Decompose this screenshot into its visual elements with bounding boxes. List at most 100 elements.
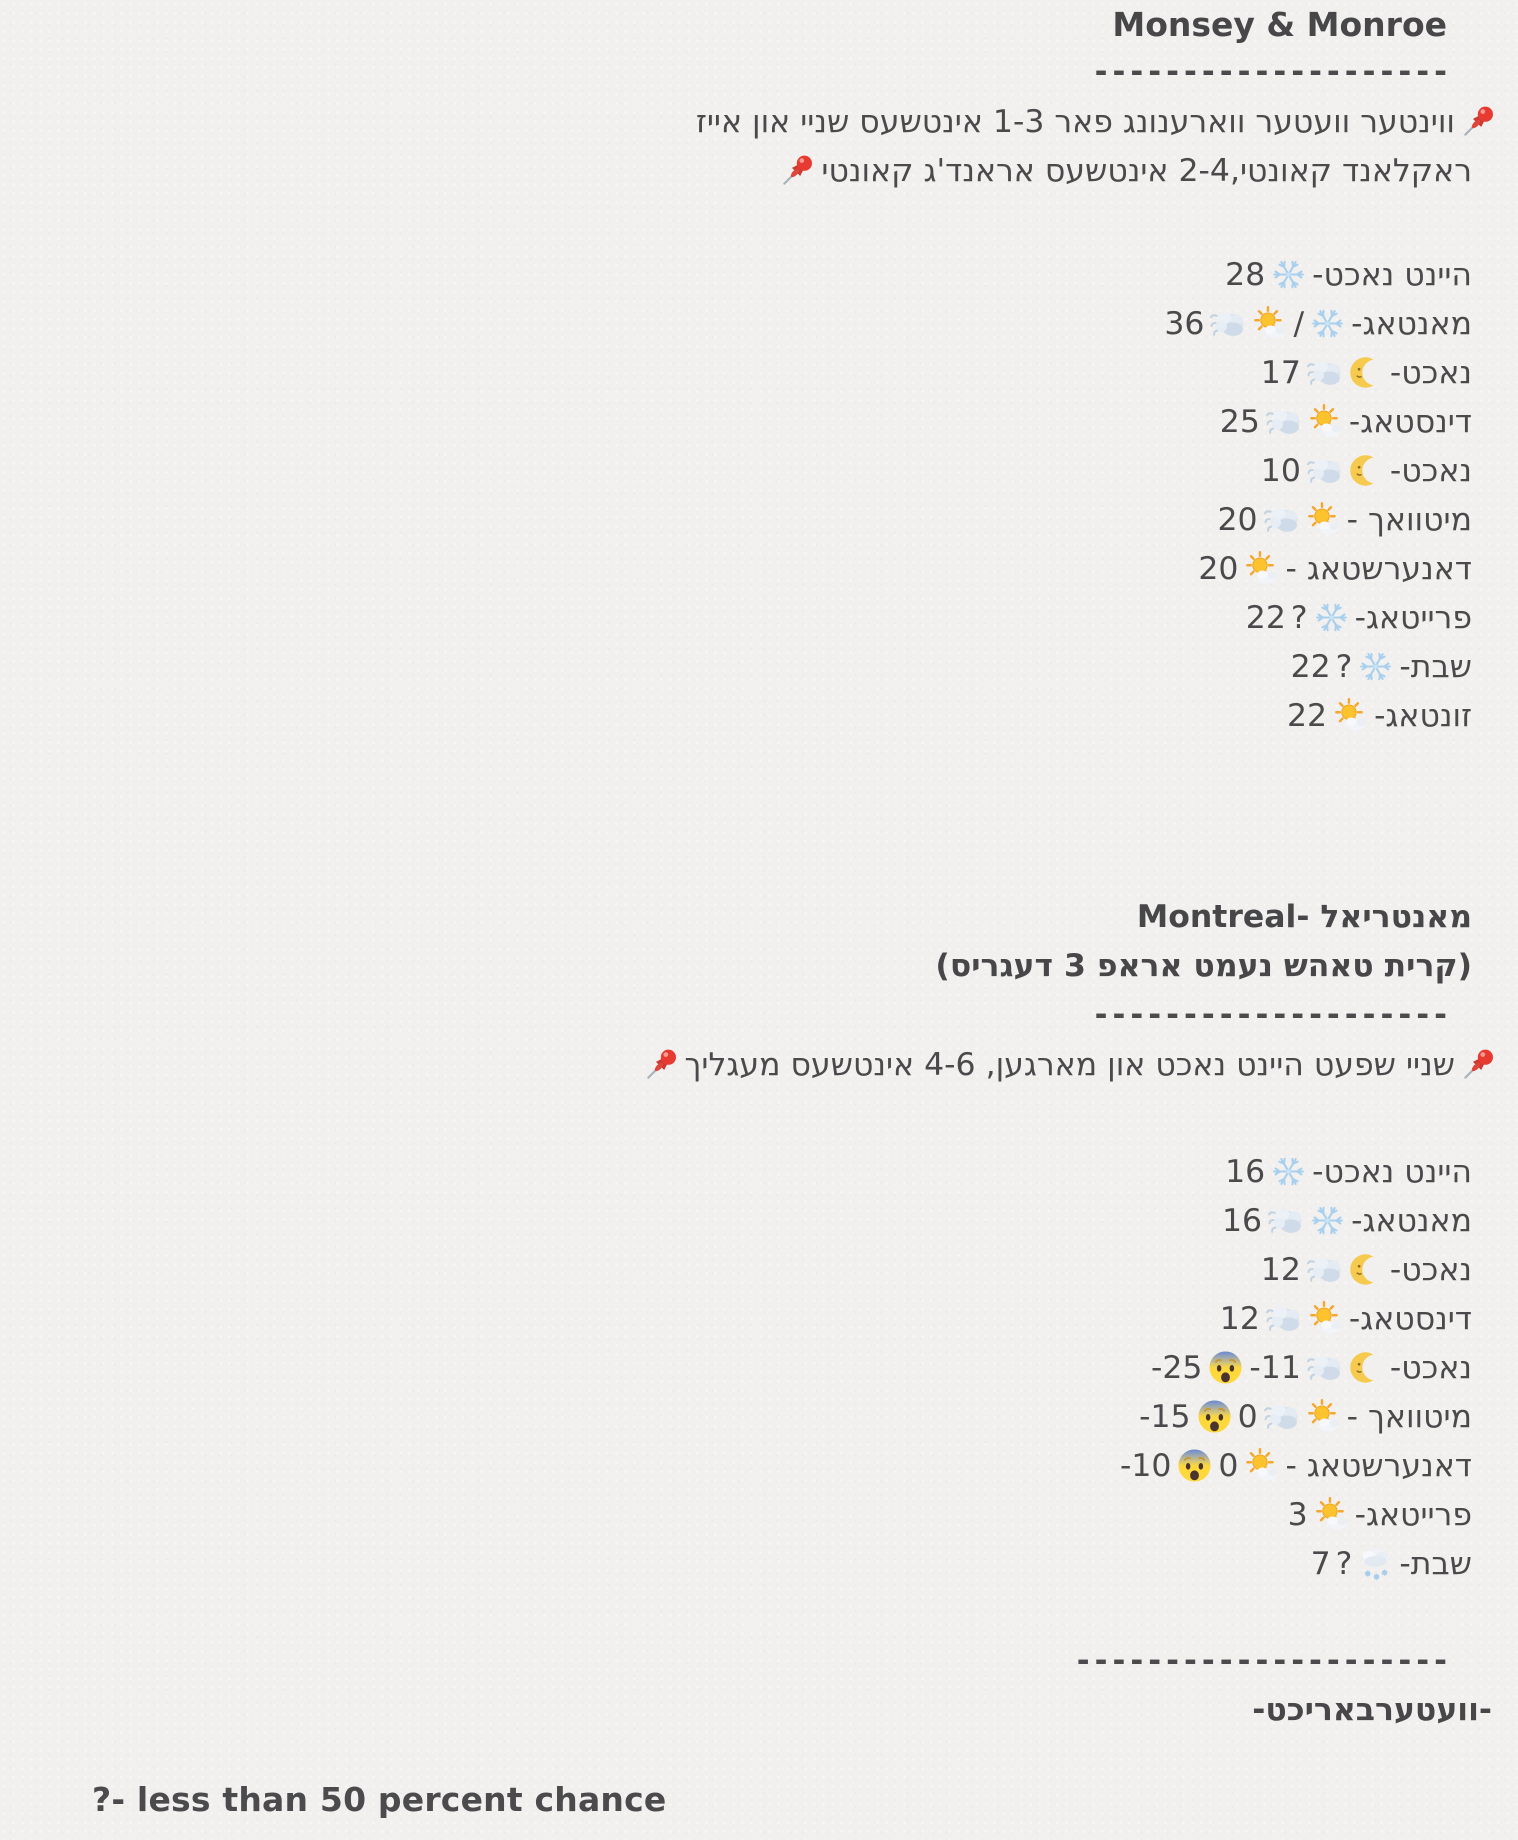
wind-face-icon [1306,354,1343,391]
temperature-value: 12 [1260,1251,1301,1288]
warning-row: ראקלאנד קאונטי,2-4 אינטשעס אראנד'ג קאונט… [0,146,1472,195]
section-subtitle-montreal: (קרית טאהש נעמט אראפ 3 דעגריס) [935,948,1472,984]
temperature-value: 20 [1217,501,1258,538]
temperature-value: 22 [1286,697,1328,734]
snowflake-icon [1270,256,1307,293]
moon-face-icon [1348,1349,1385,1386]
section-title-montreal: מאנטריאל -Montreal [1136,899,1472,935]
forecast-row: פרייטאג- 3 [0,1490,1472,1539]
sun-small-cloud-icon [1305,1398,1342,1435]
text-label: מיטוואך - [1346,1398,1472,1435]
snowflake-icon [1270,1153,1307,1190]
wind-face-icon [1265,403,1302,440]
text-label: נאכט- [1389,354,1472,391]
wind-face-icon [1265,1300,1302,1337]
text-label: נאכט- [1389,1349,1472,1386]
temperature-value: 22 [1245,599,1286,636]
text-label: נאכט- [1389,452,1472,489]
forecast-row: נאכט- 10 [0,446,1472,495]
wind-face-icon [1263,501,1300,538]
temperature-value: 36 [1164,305,1205,342]
forecast-row: דינסטאג- 12 [0,1294,1472,1343]
text-label: שבת- [1399,1545,1472,1582]
snow-cloud-icon [1357,1545,1394,1582]
snowflake-icon [1313,599,1350,636]
temperature-value: 10 [1260,452,1301,489]
text-label: פרייטאג- [1354,1496,1472,1533]
forecast-row: דינסטאג- 25 [0,397,1472,446]
temperature-value: -15 [1139,1398,1191,1435]
temperature-value: -25 [1150,1349,1203,1386]
text-label: נאכט- [1389,1251,1472,1288]
temperature-value: 16 [1225,1153,1266,1190]
wind-face-icon [1267,1202,1304,1239]
wind-face-icon [1209,305,1246,342]
sun-small-cloud-icon [1243,550,1280,587]
forecast-list-monsey: היינט נאכט- 28 מאנטאג- / 36 נאכט- 17 דינסטאג- 25… [0,250,1472,740]
forecast-row: היינט נאכט- 16 [0,1147,1472,1196]
sun-small-cloud-icon [1251,305,1288,342]
pushpin-icon [1460,1046,1497,1083]
section-monsey: Monsey & Monroe -------------------- ווי… [0,2,1493,740]
forecast-row: מיטוואך - 0 -15 [0,1392,1472,1441]
temperature-value: 0 [1237,1398,1258,1435]
temperature-value: -10 [1119,1447,1172,1484]
dashed-separator: -------------------- [1094,54,1452,90]
sun-small-cloud-icon [1307,403,1344,440]
temperature-value: 7 [1310,1545,1331,1582]
forecast-row: נאכט- -11 -25 [0,1343,1472,1392]
warning-paragraph-montreal: שניי שפעט היינט נאכט און מארגען, 4-6 אינ… [0,1040,1493,1089]
signature: -וועטערבאריכט- [1252,1692,1492,1728]
text-label: היינט נאכט- [1312,1153,1472,1190]
text-label: פרייטאג- [1354,599,1472,636]
text-label: ראקלאנד קאונטי,2-4 אינטשעס אראנד'ג קאונט… [821,152,1472,189]
spacer [0,1588,1472,1637]
text-label: ? [1335,1545,1353,1582]
text-label: דינסטאג- [1348,1300,1472,1337]
fearful-face-icon [1207,1349,1244,1386]
text-label: מאנטאג- [1351,305,1472,342]
section-title-monsey: Monsey & Monroe [1112,5,1447,44]
wind-face-icon [1306,1349,1343,1386]
forecast-row: מאנטאג- 16 [0,1196,1472,1245]
pushpin-icon [1460,103,1497,140]
text-label: שניי שפעט היינט נאכט און מארגען, 4-6 אינ… [684,1046,1456,1083]
dashed-separator: --------------------- [1076,1643,1452,1679]
pushpin-icon [779,152,816,189]
temperature-value: 28 [1225,256,1266,293]
spacer [0,740,1472,893]
temperature-value: 12 [1219,1300,1260,1337]
text-label: מיטוואך - [1346,501,1472,538]
legend-note: ?- less than 50 percent chance [92,1780,667,1819]
temperature-value: -11 [1249,1349,1301,1386]
text-label: ? [1290,599,1308,636]
forecast-row: זונטאג- 22 [0,691,1472,740]
pushpin-icon [643,1046,680,1083]
temperature-value: 3 [1287,1496,1308,1533]
snowflake-icon [1309,305,1346,342]
snowflake-icon [1357,648,1394,685]
text-label: דאנערשטאג - [1285,1447,1472,1484]
text-label: ווינטער וועטער ווארענונג פאר 1-3 אינטשעס… [695,103,1455,140]
sun-small-cloud-icon [1243,1447,1280,1484]
text-label: זונטאג- [1374,697,1472,734]
text-label: ? [1335,648,1353,685]
sun-small-cloud-icon [1305,501,1342,538]
warning-paragraph-monsey: ווינטער וועטער ווארענונג פאר 1-3 אינטשעס… [0,97,1493,195]
temperature-value: 0 [1218,1447,1239,1484]
spacer [0,1089,1472,1147]
text-label: דאנערשטאג - [1285,550,1472,587]
wind-face-icon [1263,1398,1300,1435]
moon-face-icon [1348,452,1385,489]
forecast-row: היינט נאכט- 28 [0,250,1472,299]
temperature-value: 22 [1290,648,1331,685]
forecast-row: נאכט- 12 [0,1245,1472,1294]
warning-row: שניי שפעט היינט נאכט און מארגען, 4-6 אינ… [0,1040,1497,1089]
snowflake-icon [1309,1202,1346,1239]
section-montreal: מאנטריאל -Montreal (קרית טאהש נעמט אראפ … [0,893,1493,1588]
forecast-row: דאנערשטאג - 0 -10 [0,1441,1472,1490]
text-label: שבת- [1399,648,1472,685]
text-label: דינסטאג- [1348,403,1472,440]
forecast-row: פרייטאג-? 22 [0,593,1472,642]
